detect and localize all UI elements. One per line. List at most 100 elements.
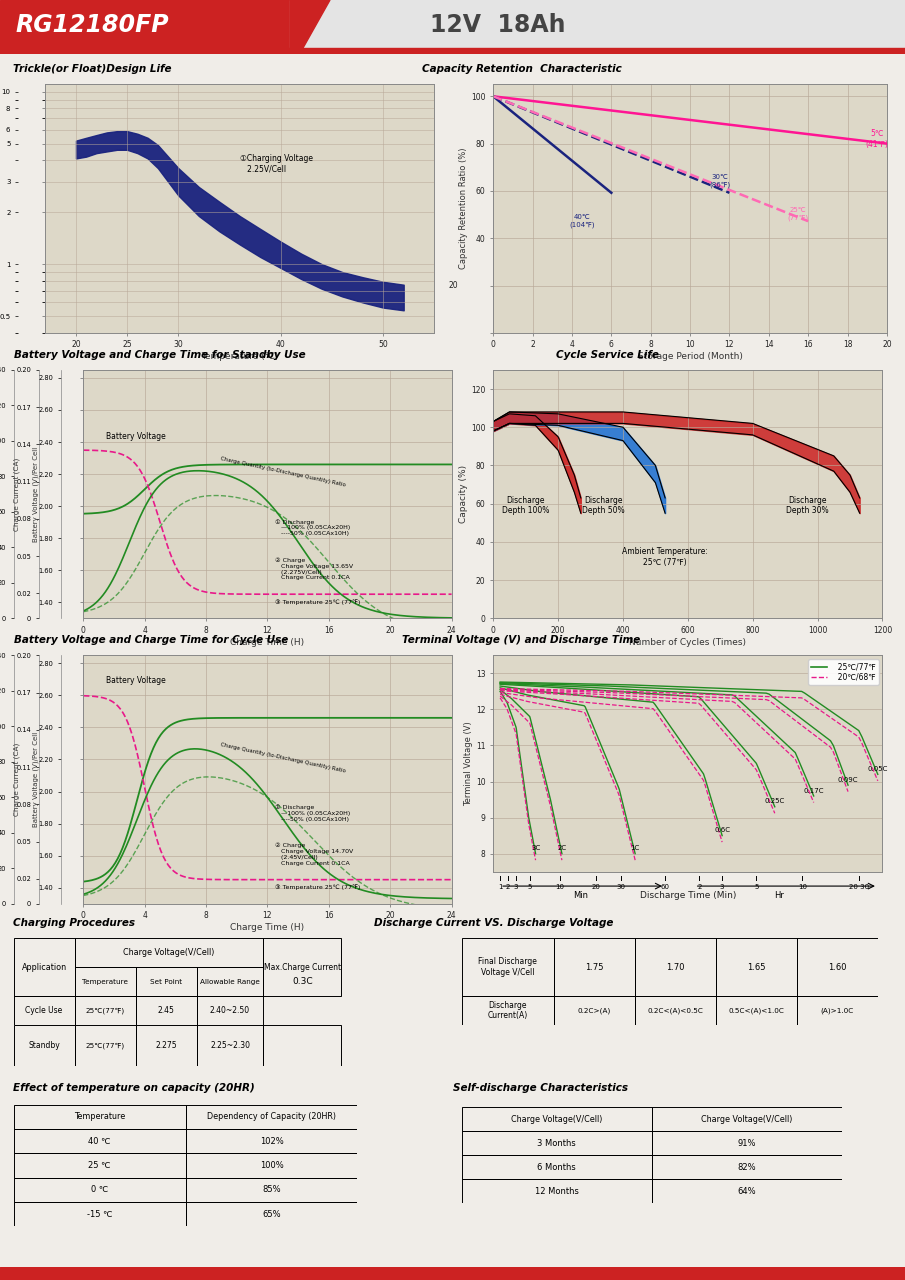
Bar xyxy=(136,996,196,1025)
Text: ①Charging Voltage
   2.25V/Cell: ①Charging Voltage 2.25V/Cell xyxy=(240,155,313,174)
Text: 30: 30 xyxy=(617,883,626,890)
Text: 82%: 82% xyxy=(738,1162,756,1171)
Bar xyxy=(716,938,797,996)
Text: 20: 20 xyxy=(592,883,601,890)
Text: Charging Procedures: Charging Procedures xyxy=(14,918,136,928)
Text: 100%: 100% xyxy=(260,1161,283,1170)
Text: Temperature: Temperature xyxy=(82,979,129,984)
Text: Battery Voltage: Battery Voltage xyxy=(106,431,166,440)
Y-axis label: Charge Current (CA): Charge Current (CA) xyxy=(14,457,20,531)
Text: 2C: 2C xyxy=(557,845,567,851)
Text: 5℃
(41℉): 5℃ (41℉) xyxy=(865,129,889,148)
Text: Charge Voltage(V/Cell): Charge Voltage(V/Cell) xyxy=(701,1115,792,1124)
Text: ① Discharge
   —100% (0.05CAx20H)
   ----50% (0.05CAx10H): ① Discharge —100% (0.05CAx20H) ----50% (… xyxy=(275,804,350,822)
Text: 20 30: 20 30 xyxy=(850,883,870,890)
Bar xyxy=(14,1178,186,1202)
Text: 2.25~2.30: 2.25~2.30 xyxy=(210,1041,250,1051)
Text: Effect of temperature on capacity (20HR): Effect of temperature on capacity (20HR) xyxy=(14,1083,255,1093)
X-axis label: Temperature (℃): Temperature (℃) xyxy=(201,352,279,361)
Text: 5: 5 xyxy=(754,883,758,890)
X-axis label: Number of Cycles (Times): Number of Cycles (Times) xyxy=(629,637,747,646)
Text: Standby: Standby xyxy=(28,1041,60,1051)
Bar xyxy=(652,1132,842,1155)
Text: 85%: 85% xyxy=(262,1185,281,1194)
Text: 1.70: 1.70 xyxy=(666,963,685,972)
Bar xyxy=(14,1129,186,1153)
Y-axis label: Battery Voltage (V)/Per Cell: Battery Voltage (V)/Per Cell xyxy=(33,447,39,541)
Text: 0.6C: 0.6C xyxy=(714,827,730,833)
Bar xyxy=(554,996,635,1025)
Text: 3 Months: 3 Months xyxy=(538,1139,576,1148)
Bar xyxy=(462,996,554,1025)
Text: Charge Quantity (to-Discharge Quantity) Ratio: Charge Quantity (to-Discharge Quantity) … xyxy=(220,742,346,773)
Bar xyxy=(14,1153,186,1178)
Text: 25℃(77℉): 25℃(77℉) xyxy=(86,1007,125,1014)
Bar xyxy=(263,1025,341,1066)
Text: 3: 3 xyxy=(719,883,724,890)
Text: 3C: 3C xyxy=(531,845,540,851)
Text: Charge Quantity (to-Discharge Quantity) Ratio: Charge Quantity (to-Discharge Quantity) … xyxy=(220,457,346,488)
Text: 60: 60 xyxy=(661,883,670,890)
Text: 1.75: 1.75 xyxy=(586,963,604,972)
Text: Battery Voltage and Charge Time for Cycle Use: Battery Voltage and Charge Time for Cycl… xyxy=(14,635,288,645)
Text: -15 ℃: -15 ℃ xyxy=(87,1210,112,1219)
Bar xyxy=(74,938,263,968)
Text: Discharge
Current(A): Discharge Current(A) xyxy=(488,1001,528,1020)
Text: 10: 10 xyxy=(797,883,806,890)
Bar xyxy=(14,1202,186,1226)
Text: 10: 10 xyxy=(555,883,564,890)
Bar xyxy=(186,1129,357,1153)
Text: Charge Voltage(V/Cell): Charge Voltage(V/Cell) xyxy=(511,1115,602,1124)
Text: Max.Charge Current: Max.Charge Current xyxy=(263,963,341,972)
Bar xyxy=(716,996,797,1025)
Text: Dependency of Capacity (20HR): Dependency of Capacity (20HR) xyxy=(207,1112,336,1121)
Text: 12 Months: 12 Months xyxy=(535,1187,578,1196)
X-axis label: Storage Period (Month): Storage Period (Month) xyxy=(638,352,742,361)
Bar xyxy=(74,1025,136,1066)
Text: Set Point: Set Point xyxy=(150,979,182,984)
Y-axis label: Capacity (%): Capacity (%) xyxy=(460,465,468,524)
Bar xyxy=(74,996,136,1025)
Y-axis label: Battery Voltage (V)/Per Cell: Battery Voltage (V)/Per Cell xyxy=(33,732,39,827)
Text: 1C: 1C xyxy=(631,845,640,851)
Text: Capacity Retention  Characteristic: Capacity Retention Characteristic xyxy=(422,64,622,74)
Text: Discharge Current VS. Discharge Voltage: Discharge Current VS. Discharge Voltage xyxy=(374,918,613,928)
Text: 2.40~2.50: 2.40~2.50 xyxy=(210,1006,250,1015)
Text: Min: Min xyxy=(573,891,587,901)
Bar xyxy=(196,968,263,996)
Legend:   25℃/77℉,   20℃/68℉: 25℃/77℉, 20℃/68℉ xyxy=(808,659,879,685)
Text: 25 ℃: 25 ℃ xyxy=(89,1161,110,1170)
Text: 0.5C<(A)<1.0C: 0.5C<(A)<1.0C xyxy=(729,1007,785,1014)
Bar xyxy=(462,1107,652,1132)
Text: 25℃(77℉): 25℃(77℉) xyxy=(86,1042,125,1050)
Text: Application: Application xyxy=(22,963,67,972)
Text: 0.25C: 0.25C xyxy=(765,799,785,804)
Text: Ambient Temperature:
25℃ (77℉): Ambient Temperature: 25℃ (77℉) xyxy=(622,548,708,567)
Text: 2.45: 2.45 xyxy=(157,1006,175,1015)
Text: 0.05C: 0.05C xyxy=(868,765,888,772)
Text: 0.3C: 0.3C xyxy=(292,977,312,987)
Polygon shape xyxy=(290,0,330,50)
Text: ② Charge
   Charge Voltage 13.65V
   (2.275V/Cell)
   Charge Current 0.1CA: ② Charge Charge Voltage 13.65V (2.275V/C… xyxy=(275,557,353,580)
Text: 5: 5 xyxy=(528,883,532,890)
Text: 102%: 102% xyxy=(260,1137,283,1146)
Text: 30℃
(86℉): 30℃ (86℉) xyxy=(709,174,730,188)
Bar xyxy=(186,1153,357,1178)
Text: 2: 2 xyxy=(506,883,510,890)
Bar xyxy=(196,996,263,1025)
Bar xyxy=(186,1202,357,1226)
Text: Final Discharge
Voltage V/Cell: Final Discharge Voltage V/Cell xyxy=(479,957,538,977)
Bar xyxy=(14,938,74,996)
Text: Discharge Time (Min): Discharge Time (Min) xyxy=(640,891,736,901)
Text: ② Charge
   Charge Voltage 14.70V
   (2.45V/Cell)
   Charge Current 0.1CA: ② Charge Charge Voltage 14.70V (2.45V/Ce… xyxy=(275,842,353,865)
Text: Cycle Use: Cycle Use xyxy=(25,1006,62,1015)
Bar xyxy=(14,1105,186,1129)
Text: 0.17C: 0.17C xyxy=(804,787,824,794)
Text: 0.2C>(A): 0.2C>(A) xyxy=(578,1007,611,1014)
Text: Battery Voltage: Battery Voltage xyxy=(106,676,166,685)
Bar xyxy=(14,1025,74,1066)
Text: Cycle Service Life: Cycle Service Life xyxy=(556,349,659,360)
Text: Hr: Hr xyxy=(775,891,785,901)
Y-axis label: Terminal Voltage (V): Terminal Voltage (V) xyxy=(464,721,473,806)
Bar xyxy=(462,938,554,996)
